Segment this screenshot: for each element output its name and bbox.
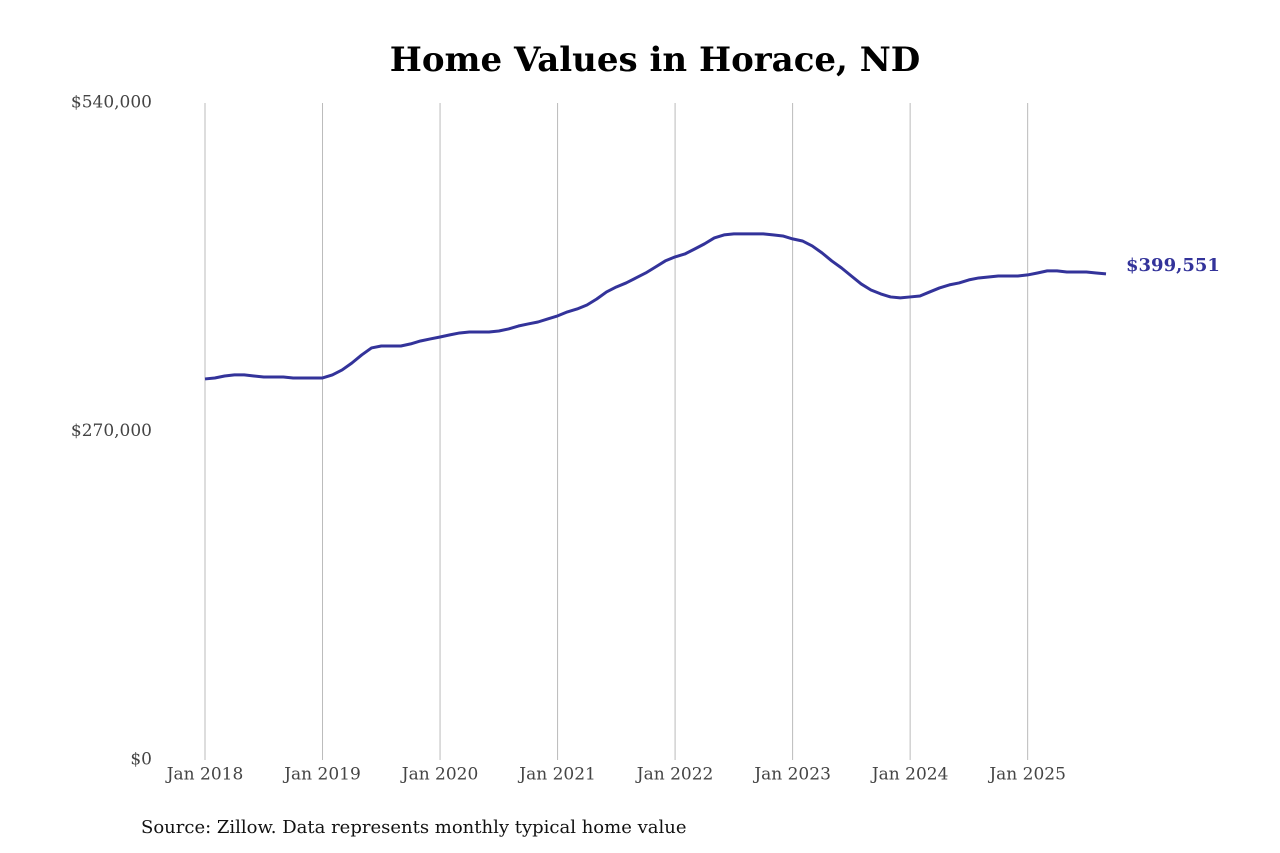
x-tick-label: Jan 2023 bbox=[752, 765, 831, 785]
y-tick-label: $270,000 bbox=[71, 421, 152, 441]
x-tick-label: Jan 2024 bbox=[870, 765, 949, 785]
x-tick-label: Jan 2018 bbox=[165, 765, 244, 785]
value-label: $399,551 bbox=[1126, 255, 1220, 276]
x-tick-label: Jan 2019 bbox=[282, 765, 361, 785]
chart-title: Home Values in Horace, ND bbox=[390, 40, 921, 80]
x-tick-label: Jan 2021 bbox=[517, 765, 596, 785]
y-tick-label: $0 bbox=[130, 750, 152, 770]
x-tick-label: Jan 2025 bbox=[987, 765, 1066, 785]
line bbox=[204, 232, 1107, 381]
y-tick-label: $540,000 bbox=[71, 93, 152, 113]
x-tick-label: Jan 2020 bbox=[400, 765, 479, 785]
x-tick-label: Jan 2022 bbox=[635, 765, 714, 785]
source-note: Source: Zillow. Data represents monthly … bbox=[141, 817, 687, 838]
